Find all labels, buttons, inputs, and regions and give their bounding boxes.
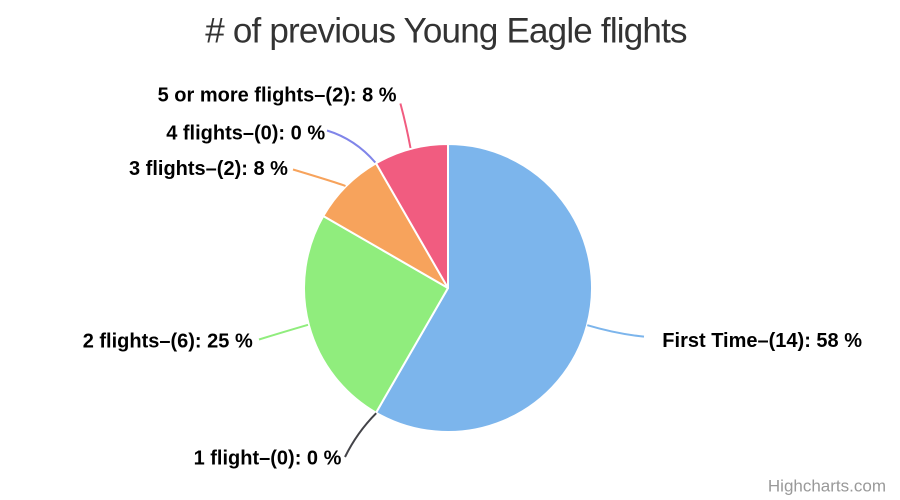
svg-text:# of previous Young Eagle flig: # of previous Young Eagle flights [205, 12, 687, 51]
svg-text:First Time–(14): 58 %: First Time–(14): 58 % [662, 330, 862, 352]
svg-text:5 or more flights–(2): 8 %: 5 or more flights–(2): 8 % [158, 85, 397, 107]
svg-text:1 flight–(0): 0 %: 1 flight–(0): 0 % [194, 448, 342, 470]
svg-text:4 flights–(0): 0 %: 4 flights–(0): 0 % [166, 122, 325, 144]
svg-text:2 flights–(6): 25 %: 2 flights–(6): 25 % [83, 330, 253, 352]
svg-text:Highcharts.com: Highcharts.com [768, 477, 886, 496]
svg-text:3 flights–(2): 8 %: 3 flights–(2): 8 % [129, 158, 288, 180]
